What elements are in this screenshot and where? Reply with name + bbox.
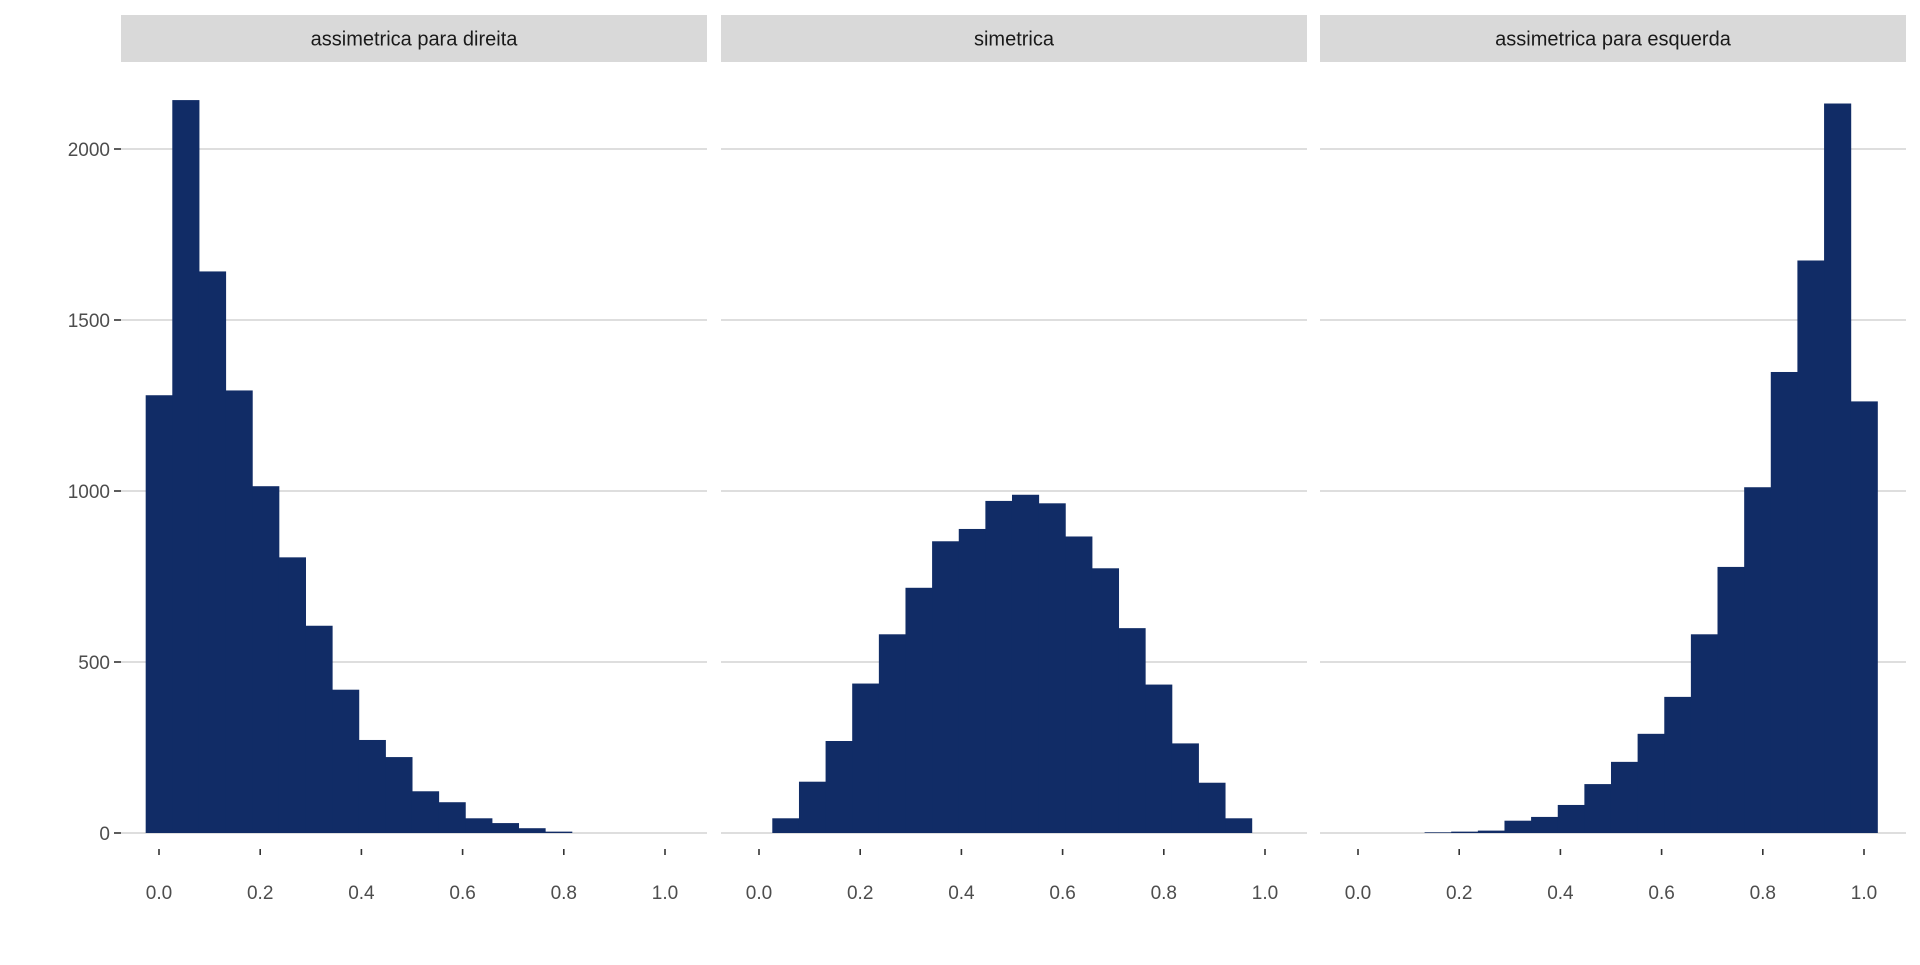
histogram-bar	[1198, 782, 1226, 833]
x-tick-label: 0.0	[1345, 883, 1371, 904]
histogram-bar	[1011, 494, 1040, 833]
histogram-bar	[1091, 568, 1120, 833]
histogram-bar	[518, 828, 546, 833]
histogram-bar	[465, 818, 493, 833]
histogram-bar	[905, 587, 933, 833]
x-tick-label: 1.0	[1851, 883, 1877, 904]
panel-2: assimetrica para esquerda 0.0 0.2 0.4 0.6 0.8…	[1320, 15, 1906, 904]
histogram-bar	[852, 683, 880, 833]
histogram-bar	[1038, 503, 1066, 833]
histogram-bar	[1744, 487, 1772, 833]
y-tick-label: 2000	[68, 140, 110, 161]
histogram-bar	[1850, 401, 1878, 833]
histogram-bar	[438, 802, 466, 833]
x-tick-label: 1.0	[1252, 883, 1278, 904]
histogram-bar	[225, 390, 253, 833]
histogram-bar	[252, 486, 280, 833]
x-tick-label: 1.0	[652, 883, 678, 904]
histogram-bar	[1824, 103, 1852, 834]
histogram-bar	[145, 395, 173, 833]
panel-1: simetrica 0.0 0.2 0.4 0.6 0.8 1.0	[721, 15, 1307, 904]
histogram-bar	[1717, 566, 1745, 833]
histogram-bar	[491, 823, 520, 833]
histogram-bar	[1557, 804, 1585, 833]
histogram-bar	[1477, 830, 1505, 833]
facet-title: assimetrica para direita	[311, 29, 519, 51]
histogram-bar	[1531, 816, 1559, 833]
histogram-bar	[798, 781, 827, 833]
histogram-bar	[1225, 818, 1253, 833]
histogram-bar	[1637, 733, 1665, 833]
y-tick-label: 500	[78, 653, 110, 674]
histogram-bar	[385, 757, 413, 833]
histogram-bar	[1118, 628, 1146, 833]
x-tick-label: 0.0	[146, 883, 172, 904]
x-tick-label: 0.4	[348, 883, 375, 904]
y-tick-label: 1000	[68, 482, 110, 503]
histogram-bar	[1584, 784, 1612, 833]
histogram-bar	[172, 100, 200, 834]
x-tick-label: 0.4	[948, 883, 975, 904]
histogram-bar	[358, 739, 386, 833]
facet-strip	[1320, 15, 1906, 62]
y-tick-label: 1500	[68, 311, 110, 332]
histogram-bar	[1690, 634, 1719, 833]
histogram-bar	[985, 500, 1013, 833]
x-tick-label: 0.8	[1750, 883, 1776, 904]
facet-strip	[121, 15, 707, 62]
histogram-bar	[411, 791, 440, 833]
histogram-bar	[1664, 696, 1692, 833]
x-tick-label: 0.2	[1446, 883, 1472, 904]
histogram-bar	[1504, 820, 1532, 833]
x-tick-label: 0.0	[746, 883, 772, 904]
histogram-bar	[1451, 831, 1479, 833]
histogram-bar	[1610, 761, 1639, 833]
x-tick-label: 0.6	[1049, 883, 1075, 904]
y-tick-label: 0	[99, 824, 110, 845]
facet-title: assimetrica para esquerda	[1495, 29, 1732, 51]
histogram-bar	[305, 625, 333, 833]
histogram-bar	[825, 741, 853, 833]
histogram-bar	[1424, 832, 1452, 833]
histogram-bar	[958, 528, 986, 833]
facet-title: simetrica	[974, 29, 1055, 51]
x-tick-label: 0.6	[1648, 883, 1674, 904]
histogram-bar	[545, 831, 573, 833]
x-tick-label: 0.8	[1151, 883, 1177, 904]
histogram-bar	[878, 634, 906, 833]
x-tick-label: 0.6	[449, 883, 475, 904]
histogram-bar	[772, 818, 800, 833]
histogram-bar	[278, 557, 306, 833]
facet-strip	[721, 15, 1307, 62]
x-tick-label: 0.4	[1547, 883, 1574, 904]
histogram-bar	[932, 541, 960, 833]
histogram-bar	[1770, 371, 1798, 833]
histogram-bar	[1145, 684, 1173, 833]
x-tick-label: 0.2	[847, 883, 873, 904]
x-tick-label: 0.8	[551, 883, 577, 904]
histogram-bar	[1171, 743, 1199, 833]
histogram-bar	[1065, 536, 1093, 833]
histogram-bar	[198, 271, 227, 833]
x-tick-label: 0.2	[247, 883, 273, 904]
histogram-bar	[332, 689, 360, 833]
panel-0: assimetrica para direita 0.0 0.2 0.4 0.6 0.8 1…	[121, 15, 707, 904]
histogram-bar	[1797, 260, 1825, 833]
